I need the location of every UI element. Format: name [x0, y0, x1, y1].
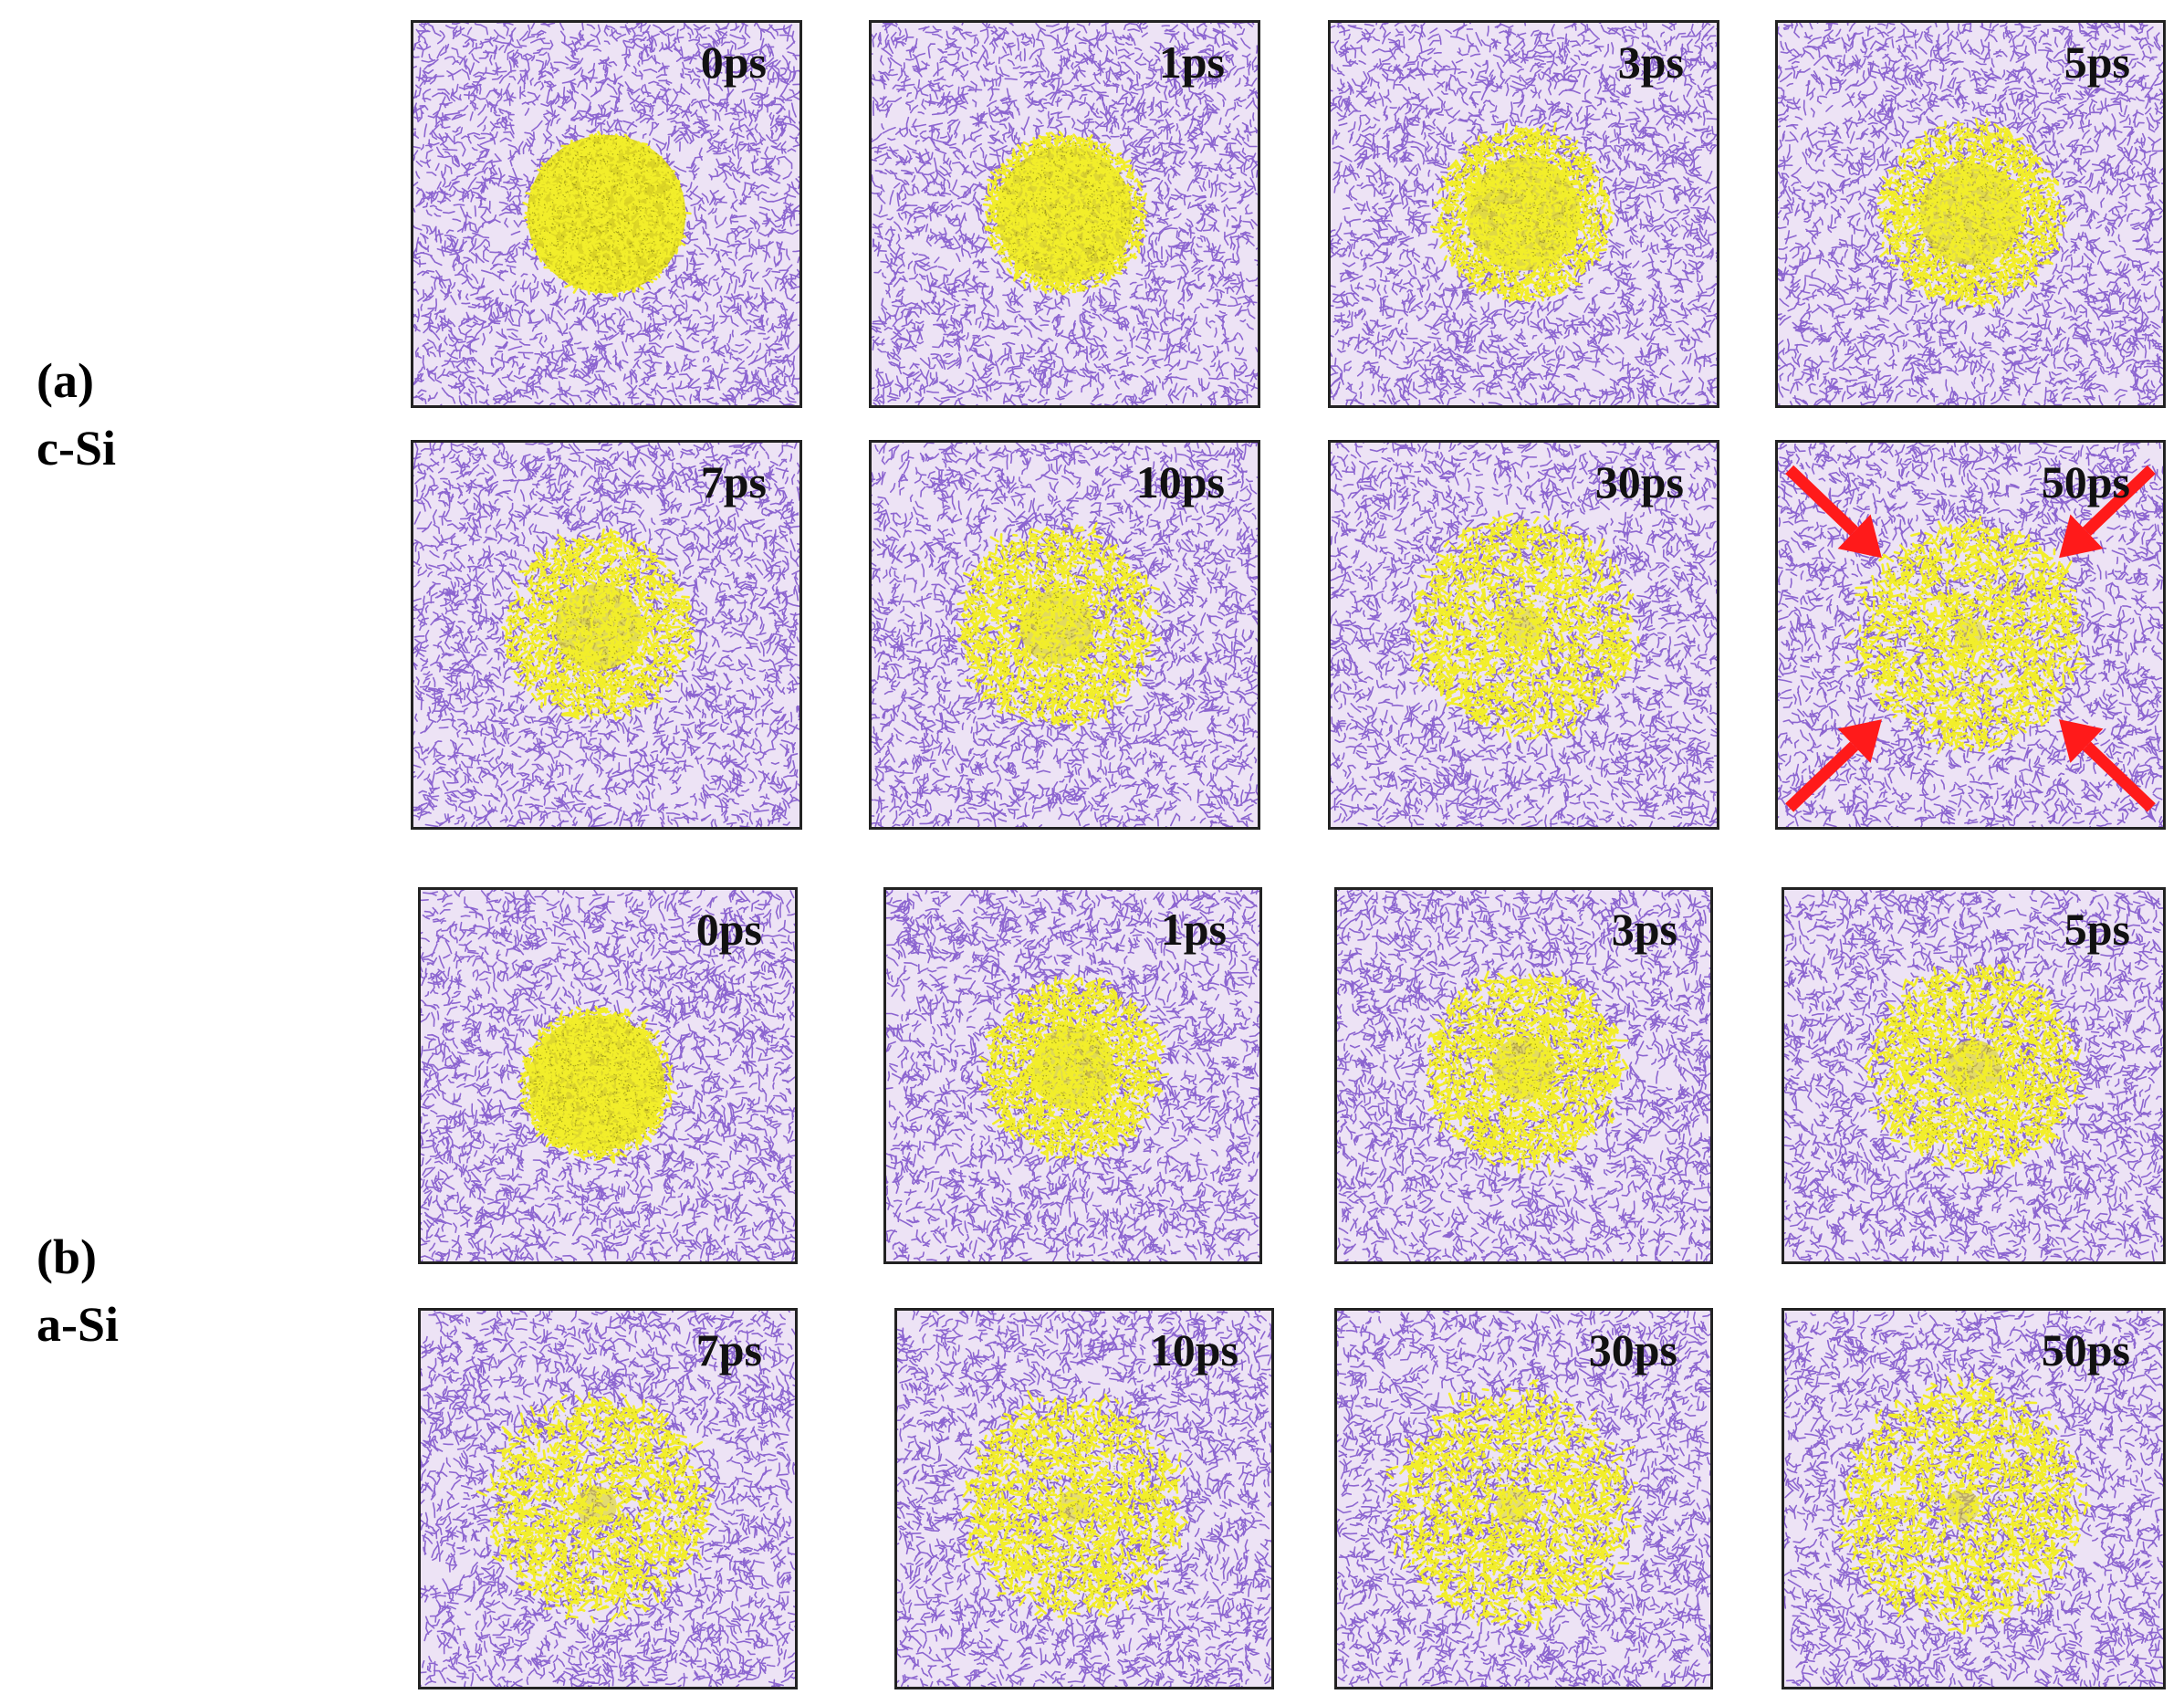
atom-snapshot-image — [886, 890, 1259, 1261]
atom-snapshot-image — [1337, 890, 1710, 1261]
snapshot-panel-csi-50ps: 50ps — [1775, 440, 2166, 830]
time-label: 1ps — [1160, 904, 1227, 955]
time-label: 7ps — [695, 1324, 762, 1376]
group-a-label: (a) c-Si — [37, 347, 116, 482]
snapshot-panel-asi-7ps: 7ps — [418, 1308, 798, 1689]
time-label: 10ps — [1135, 456, 1225, 507]
snapshot-panel-asi-0ps: 0ps — [418, 887, 798, 1264]
group-a-material: c-Si — [37, 421, 116, 476]
arrow-top-left — [1785, 465, 1882, 559]
time-label: 0ps — [695, 904, 762, 955]
atom-snapshot-image — [1337, 1311, 1710, 1687]
atom-snapshot-image — [413, 443, 799, 827]
time-label: 30ps — [1588, 1324, 1677, 1376]
group-b-material: a-Si — [37, 1297, 120, 1352]
atom-snapshot-image — [413, 23, 799, 405]
snapshot-panel-asi-3ps: 3ps — [1334, 887, 1713, 1264]
snapshot-panel-asi-5ps: 5ps — [1782, 887, 2166, 1264]
time-label: 0ps — [700, 37, 767, 88]
atom-snapshot-image — [1331, 443, 1717, 827]
snapshot-panel-csi-5ps: 5ps — [1775, 20, 2166, 408]
snapshot-panel-asi-30ps: 30ps — [1334, 1308, 1713, 1689]
time-label: 5ps — [2064, 904, 2130, 955]
snapshot-panel-csi-30ps: 30ps — [1328, 440, 1719, 830]
arrow-top-right — [2059, 465, 2156, 559]
snapshot-panel-asi-50ps: 50ps — [1782, 1308, 2166, 1689]
atom-snapshot-image — [872, 23, 1258, 405]
time-label: 7ps — [700, 456, 767, 507]
group-a-letter: (a) — [37, 353, 94, 408]
snapshot-panel-asi-1ps: 1ps — [883, 887, 1262, 1264]
time-label: 10ps — [1149, 1324, 1238, 1376]
snapshot-panel-csi-7ps: 7ps — [411, 440, 802, 830]
time-label: 5ps — [2064, 37, 2130, 88]
snapshot-panel-csi-0ps: 0ps — [411, 20, 802, 408]
group-b-label: (b) a-Si — [37, 1223, 119, 1358]
snapshot-panel-csi-3ps: 3ps — [1328, 20, 1719, 408]
time-label: 3ps — [1617, 37, 1684, 88]
atom-snapshot-image — [1784, 890, 2163, 1261]
time-label: 50ps — [2041, 1324, 2130, 1376]
group-b-letter: (b) — [37, 1229, 97, 1284]
atom-snapshot-image — [1778, 443, 2163, 827]
time-label: 50ps — [2041, 456, 2130, 507]
atom-snapshot-image — [421, 890, 795, 1261]
snapshot-panel-asi-10ps: 10ps — [894, 1308, 1274, 1689]
atom-snapshot-image — [872, 443, 1258, 827]
time-label: 1ps — [1158, 37, 1225, 88]
atom-snapshot-image — [897, 1311, 1271, 1687]
atom-snapshot-image — [421, 1311, 795, 1687]
atom-snapshot-image — [1784, 1311, 2163, 1687]
arrow-bottom-left — [1785, 719, 1882, 812]
snapshot-panel-csi-10ps: 10ps — [869, 440, 1260, 830]
atom-snapshot-image — [1778, 23, 2163, 405]
arrow-bottom-right — [2059, 719, 2156, 812]
time-label: 30ps — [1594, 456, 1684, 507]
snapshot-panel-csi-1ps: 1ps — [869, 20, 1260, 408]
atom-snapshot-image — [1331, 23, 1717, 405]
time-label: 3ps — [1611, 904, 1677, 955]
